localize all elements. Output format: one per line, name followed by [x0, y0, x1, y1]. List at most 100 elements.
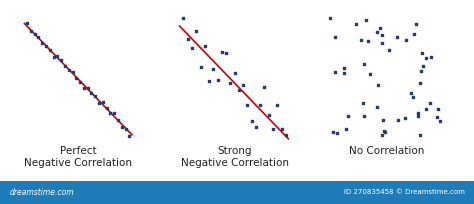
Point	[385, 49, 392, 52]
Point	[46, 48, 54, 51]
Point	[107, 112, 114, 115]
Point	[433, 115, 441, 118]
Point	[379, 119, 387, 122]
Point	[184, 38, 191, 41]
Point	[340, 66, 347, 69]
Point	[118, 125, 126, 129]
Point	[210, 67, 217, 71]
Point	[269, 128, 277, 131]
Point	[378, 133, 386, 136]
Point	[227, 81, 234, 84]
Point	[35, 35, 42, 39]
Point	[417, 134, 424, 137]
Point	[197, 66, 204, 69]
Point	[329, 130, 337, 134]
Point	[38, 42, 46, 45]
Point	[378, 41, 386, 44]
Point	[222, 52, 230, 55]
Point	[408, 91, 415, 95]
Point	[42, 44, 50, 47]
Point	[419, 64, 427, 67]
Point	[50, 55, 57, 58]
Point	[419, 51, 426, 55]
Point	[417, 82, 424, 85]
Point	[434, 107, 441, 110]
Point	[99, 100, 107, 103]
Point	[378, 34, 385, 37]
Point	[341, 71, 348, 74]
Point	[218, 51, 226, 54]
Point	[31, 32, 38, 35]
Point	[73, 76, 80, 79]
Point	[126, 134, 133, 138]
Point	[27, 29, 35, 32]
Point	[214, 78, 221, 81]
Point	[103, 107, 110, 110]
Point	[380, 129, 387, 132]
Point	[381, 131, 389, 134]
Point	[374, 84, 382, 87]
Point	[95, 102, 103, 105]
Point	[409, 95, 416, 98]
Point	[273, 103, 281, 106]
Point	[366, 72, 374, 75]
Point	[180, 16, 187, 19]
Point	[415, 114, 422, 118]
Point	[352, 22, 360, 26]
Point	[256, 103, 264, 107]
Point	[333, 132, 340, 135]
Point	[342, 127, 349, 130]
Point	[344, 114, 352, 118]
Point	[410, 32, 418, 35]
Point	[252, 125, 260, 128]
Point	[326, 16, 333, 19]
Point	[61, 65, 69, 68]
Point	[84, 86, 91, 90]
Point	[239, 84, 247, 87]
Text: ID 270835458 © Dreamstime.com: ID 270835458 © Dreamstime.com	[344, 189, 465, 195]
Point	[114, 119, 122, 122]
Point	[360, 102, 367, 105]
Point	[235, 88, 243, 91]
Point	[331, 35, 339, 39]
Point	[282, 133, 290, 137]
Point	[122, 127, 129, 131]
Point	[331, 70, 338, 73]
Point	[201, 44, 209, 48]
Point	[357, 38, 365, 41]
Point	[23, 22, 31, 25]
Point	[365, 39, 372, 43]
Point	[376, 26, 384, 29]
Point	[361, 62, 368, 65]
Point	[91, 95, 99, 98]
Text: dreamstime.com: dreamstime.com	[9, 188, 74, 197]
Text: No Correlation: No Correlation	[348, 146, 424, 156]
Point	[261, 86, 268, 89]
Point	[417, 69, 425, 72]
Point	[205, 80, 213, 83]
Text: Strong
Negative Correlation: Strong Negative Correlation	[181, 146, 289, 168]
Point	[362, 18, 370, 21]
Point	[426, 101, 433, 104]
Point	[192, 29, 200, 32]
Point	[394, 119, 401, 122]
Point	[436, 119, 444, 123]
Point	[422, 108, 429, 111]
Point	[373, 30, 380, 33]
Text: Perfect
Negative Correlation: Perfect Negative Correlation	[24, 146, 132, 168]
Point	[80, 86, 88, 89]
Point	[244, 104, 251, 107]
Point	[231, 71, 238, 75]
Point	[412, 22, 420, 26]
Point	[393, 36, 401, 39]
Point	[265, 114, 273, 117]
Point	[427, 55, 435, 58]
Point	[88, 91, 95, 94]
Point	[361, 114, 368, 118]
Point	[423, 56, 430, 59]
Point	[188, 46, 196, 49]
Point	[65, 68, 73, 71]
Point	[110, 111, 118, 115]
Point	[401, 117, 409, 120]
Point	[57, 59, 65, 62]
